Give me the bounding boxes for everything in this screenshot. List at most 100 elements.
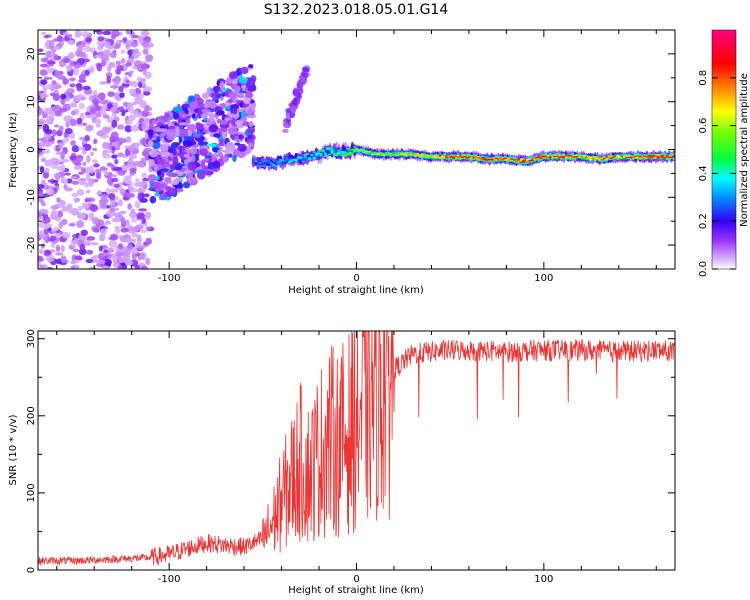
noise-blob bbox=[144, 38, 151, 43]
noise-blob bbox=[82, 122, 87, 126]
ridge-segment bbox=[557, 156, 561, 159]
noise-blob bbox=[140, 30, 150, 37]
noise-blob bbox=[73, 95, 82, 103]
ridge-segment bbox=[330, 149, 334, 151]
noise-blob bbox=[94, 54, 101, 59]
ridge-segment bbox=[359, 149, 364, 151]
noise-blob bbox=[54, 252, 64, 256]
noise-blob bbox=[101, 141, 110, 150]
ridge-segment bbox=[366, 150, 370, 153]
ridge-segment bbox=[458, 155, 462, 157]
noise-blob bbox=[81, 31, 90, 38]
noise-blob bbox=[98, 245, 103, 252]
ridge-segment bbox=[301, 160, 305, 163]
noise-blob bbox=[106, 117, 114, 123]
noise-blob bbox=[157, 128, 168, 133]
ridge-segment bbox=[258, 162, 262, 164]
ridge-segment bbox=[647, 155, 651, 157]
noise-blob bbox=[147, 129, 155, 136]
noise-blob bbox=[45, 254, 55, 263]
noise-blob bbox=[114, 227, 121, 235]
colorbar-scale bbox=[711, 29, 737, 270]
noise-blob bbox=[38, 141, 46, 148]
noise-blob bbox=[141, 110, 150, 118]
noise-blob bbox=[60, 164, 66, 172]
noise-blob bbox=[109, 174, 118, 178]
noise-blob bbox=[103, 50, 111, 58]
noise-blob bbox=[43, 133, 52, 140]
ridge-segment bbox=[427, 156, 431, 158]
noise-blob bbox=[57, 202, 63, 208]
noise-blob bbox=[104, 41, 111, 49]
noise-blob bbox=[85, 124, 93, 132]
noise-blob bbox=[67, 209, 77, 214]
noise-blob bbox=[94, 168, 102, 174]
colorbar-tick-label: 0.8 bbox=[698, 70, 709, 86]
noise-blob bbox=[126, 103, 134, 112]
ridge-segment bbox=[660, 156, 665, 158]
noise-blob bbox=[54, 70, 61, 79]
noise-blob bbox=[53, 124, 60, 128]
noise-blob bbox=[193, 93, 200, 99]
ridge-segment bbox=[544, 155, 548, 157]
snr-frame bbox=[37, 330, 676, 571]
noise-blob bbox=[167, 187, 177, 195]
noise-blob bbox=[207, 143, 218, 147]
noise-blob bbox=[39, 266, 46, 269]
noise-blob bbox=[193, 133, 202, 139]
noise-blob bbox=[42, 85, 48, 93]
noise-blob bbox=[47, 60, 56, 65]
noise-blob bbox=[85, 258, 94, 264]
noise-blob bbox=[96, 63, 103, 72]
noise-blob bbox=[136, 76, 143, 82]
y-tick-label: 0 bbox=[26, 567, 37, 573]
noise-blob bbox=[52, 226, 59, 232]
noise-blob bbox=[299, 80, 304, 89]
noise-blob bbox=[136, 212, 146, 220]
noise-blob bbox=[212, 85, 221, 92]
noise-blob bbox=[80, 40, 87, 48]
x-tick-label: -100 bbox=[158, 273, 181, 284]
noise-blob bbox=[40, 79, 48, 85]
noise-blob bbox=[89, 107, 97, 115]
ridge-segment bbox=[411, 152, 415, 155]
noise-blob bbox=[76, 84, 83, 92]
noise-blob bbox=[40, 243, 45, 249]
noise-blob bbox=[49, 235, 57, 242]
noise-blob bbox=[183, 153, 190, 158]
noise-blob bbox=[40, 157, 46, 162]
ridge-segment bbox=[301, 156, 305, 160]
colorbar-ticks: 0.0 0.2 0.4 0.6 0.8 bbox=[698, 70, 736, 277]
noise-blob bbox=[55, 173, 61, 181]
noise-blob bbox=[64, 172, 72, 176]
noise-blob bbox=[141, 217, 147, 224]
noise-blob bbox=[142, 49, 149, 55]
noise-blob bbox=[117, 137, 125, 143]
ridge-segment bbox=[645, 156, 649, 158]
noise-blob bbox=[80, 229, 88, 236]
ridge-segment bbox=[409, 154, 413, 156]
y-tick-label: -10 bbox=[26, 189, 37, 205]
noise-blob bbox=[112, 49, 117, 54]
noise-blob bbox=[120, 58, 126, 64]
ridge-segment bbox=[339, 150, 343, 153]
ridge-segment bbox=[532, 157, 537, 160]
ridge-segment bbox=[303, 153, 307, 157]
noise-blob bbox=[292, 97, 298, 106]
noise-blob bbox=[138, 93, 145, 99]
noise-blob bbox=[228, 71, 237, 80]
noise-blob bbox=[105, 187, 111, 194]
noise-blob bbox=[50, 205, 59, 210]
noise-blob bbox=[74, 255, 83, 260]
noise-blob bbox=[240, 84, 246, 90]
colorbar-tick-label: 0.2 bbox=[698, 213, 709, 229]
ridge-segment bbox=[357, 150, 361, 152]
noise-blob bbox=[67, 53, 74, 60]
noise-blob bbox=[57, 210, 64, 218]
noise-blob bbox=[234, 142, 241, 146]
noise-blob bbox=[73, 61, 78, 65]
noise-blob bbox=[224, 117, 230, 122]
noise-blob bbox=[104, 220, 112, 225]
noise-blob bbox=[160, 168, 170, 172]
ridge-segment bbox=[454, 155, 458, 157]
